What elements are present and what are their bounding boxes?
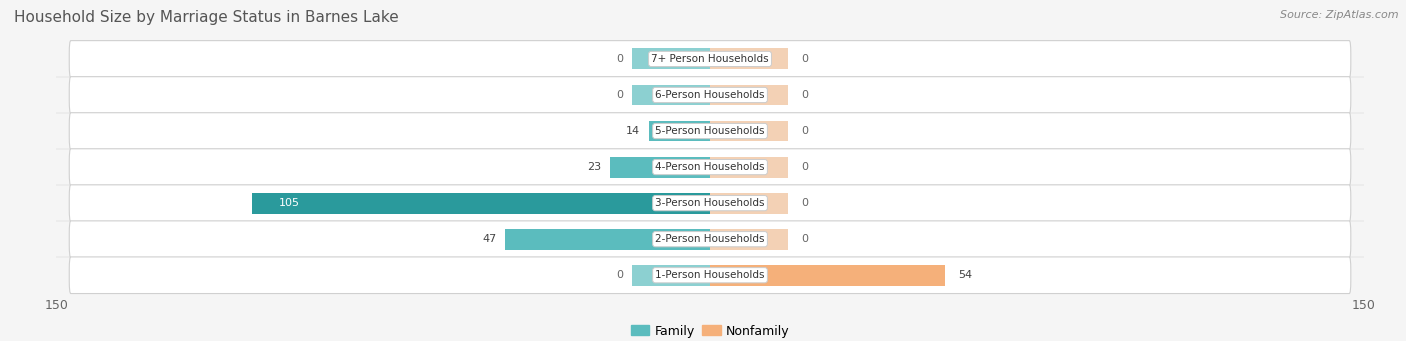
Legend: Family, Nonfamily: Family, Nonfamily (626, 320, 794, 341)
FancyBboxPatch shape (69, 41, 1351, 77)
Text: 54: 54 (959, 270, 973, 280)
Bar (710, 48, 789, 70)
Bar (631, 48, 710, 70)
Bar (252, 193, 710, 213)
Text: 14: 14 (626, 126, 640, 136)
Bar (710, 121, 789, 142)
Text: 3-Person Households: 3-Person Households (655, 198, 765, 208)
Text: 7+ Person Households: 7+ Person Households (651, 54, 769, 64)
Bar (710, 85, 789, 105)
Text: 4-Person Households: 4-Person Households (655, 162, 765, 172)
FancyBboxPatch shape (69, 77, 1351, 113)
Bar (610, 157, 710, 178)
Text: 5-Person Households: 5-Person Households (655, 126, 765, 136)
Text: 1-Person Households: 1-Person Households (655, 270, 765, 280)
Bar (505, 229, 710, 250)
Text: 0: 0 (616, 54, 623, 64)
Text: 0: 0 (801, 54, 808, 64)
Bar (710, 265, 945, 286)
Text: 0: 0 (801, 90, 808, 100)
Bar (710, 157, 789, 178)
Text: 0: 0 (801, 162, 808, 172)
Text: 6-Person Households: 6-Person Households (655, 90, 765, 100)
Bar (710, 193, 789, 213)
Text: 47: 47 (482, 234, 496, 244)
Text: 105: 105 (278, 198, 299, 208)
Text: 23: 23 (586, 162, 602, 172)
Text: Source: ZipAtlas.com: Source: ZipAtlas.com (1281, 10, 1399, 20)
Bar (631, 265, 710, 286)
Text: 0: 0 (801, 234, 808, 244)
FancyBboxPatch shape (69, 113, 1351, 149)
Text: 0: 0 (616, 90, 623, 100)
FancyBboxPatch shape (69, 257, 1351, 294)
FancyBboxPatch shape (69, 149, 1351, 186)
Text: 2-Person Households: 2-Person Households (655, 234, 765, 244)
Bar (631, 85, 710, 105)
FancyBboxPatch shape (69, 221, 1351, 257)
Text: Household Size by Marriage Status in Barnes Lake: Household Size by Marriage Status in Bar… (14, 10, 399, 25)
Text: 0: 0 (616, 270, 623, 280)
Bar (650, 121, 710, 142)
FancyBboxPatch shape (69, 185, 1351, 221)
Text: 0: 0 (801, 126, 808, 136)
Bar (710, 229, 789, 250)
Text: 0: 0 (801, 198, 808, 208)
